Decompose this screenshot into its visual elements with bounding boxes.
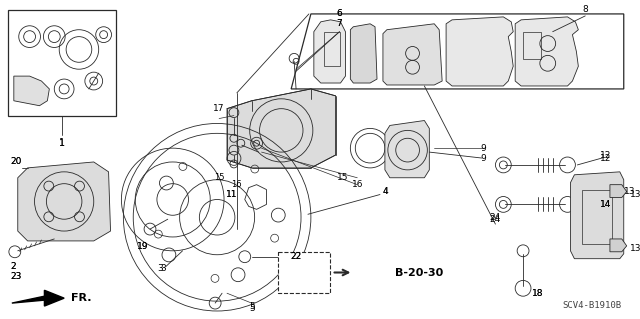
Polygon shape — [446, 17, 513, 86]
Polygon shape — [383, 24, 442, 85]
Text: 22: 22 — [291, 252, 301, 261]
Bar — [523, 32, 541, 59]
Bar — [278, 252, 330, 293]
Text: 16: 16 — [351, 180, 363, 189]
Text: 4: 4 — [382, 187, 388, 196]
Polygon shape — [610, 239, 627, 252]
Polygon shape — [314, 20, 346, 83]
Text: 13: 13 — [630, 190, 640, 199]
Polygon shape — [18, 162, 111, 241]
Polygon shape — [14, 76, 49, 106]
Polygon shape — [610, 185, 627, 197]
Text: 9: 9 — [481, 153, 486, 162]
Text: 6: 6 — [337, 10, 342, 19]
Text: 2: 2 — [10, 262, 15, 271]
Text: 23: 23 — [10, 272, 21, 281]
Text: 20: 20 — [10, 158, 21, 167]
Text: 11: 11 — [226, 190, 237, 199]
Bar — [582, 189, 612, 244]
Text: 11: 11 — [226, 190, 237, 199]
Polygon shape — [350, 24, 377, 83]
Text: 2: 2 — [10, 262, 15, 271]
Text: 15: 15 — [214, 173, 225, 182]
Polygon shape — [227, 89, 335, 168]
Polygon shape — [385, 121, 429, 178]
Bar — [8, 10, 116, 115]
Text: 1: 1 — [60, 139, 65, 148]
Text: 22: 22 — [291, 252, 301, 261]
Text: 7: 7 — [337, 19, 342, 28]
Text: 20: 20 — [10, 158, 21, 167]
Text: 18: 18 — [532, 289, 543, 298]
Text: 14: 14 — [600, 200, 612, 209]
Text: 17: 17 — [213, 104, 225, 113]
Text: FR.: FR. — [71, 293, 92, 303]
Polygon shape — [515, 17, 579, 86]
Text: 8: 8 — [582, 5, 588, 14]
Text: 24: 24 — [490, 215, 501, 224]
Text: 5: 5 — [249, 301, 255, 311]
Text: 12: 12 — [600, 153, 612, 162]
Text: 14: 14 — [600, 200, 612, 209]
Polygon shape — [12, 290, 64, 306]
Text: 19: 19 — [138, 242, 149, 251]
Text: B-20-30: B-20-30 — [395, 268, 443, 278]
Text: 5: 5 — [249, 304, 255, 313]
Text: 18: 18 — [532, 289, 543, 298]
Text: 12: 12 — [600, 151, 612, 160]
Polygon shape — [570, 172, 624, 259]
Text: 3: 3 — [160, 264, 166, 273]
Text: 13: 13 — [630, 244, 640, 253]
Text: SCV4-B1910B: SCV4-B1910B — [563, 301, 622, 310]
Text: 3: 3 — [157, 264, 163, 273]
Text: 19: 19 — [138, 242, 149, 251]
Bar — [324, 32, 339, 66]
Text: 9: 9 — [481, 144, 486, 153]
Text: 15: 15 — [337, 173, 348, 182]
Text: 4: 4 — [382, 187, 388, 196]
Text: 16: 16 — [232, 180, 242, 189]
Text: 1: 1 — [59, 138, 65, 148]
Text: 23: 23 — [10, 272, 21, 281]
Text: 24: 24 — [490, 213, 501, 222]
Text: 7: 7 — [337, 19, 342, 28]
Text: 13: 13 — [624, 187, 636, 196]
Text: 6: 6 — [337, 10, 342, 19]
